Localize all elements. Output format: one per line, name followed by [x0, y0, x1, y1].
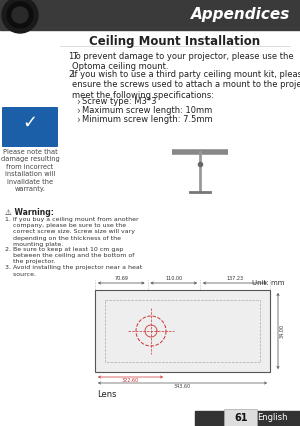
Text: ⚠ Warning:: ⚠ Warning: — [5, 208, 54, 217]
Text: 137.23: 137.23 — [226, 276, 244, 282]
Text: 1.: 1. — [68, 52, 76, 61]
Text: If you wish to use a third party ceiling mount kit, please
ensure the screws use: If you wish to use a third party ceiling… — [72, 70, 300, 100]
FancyBboxPatch shape — [2, 107, 58, 147]
Text: To prevent damage to your projector, please use the
Optoma ceiling mount.: To prevent damage to your projector, ple… — [72, 52, 294, 72]
Text: ›: › — [76, 115, 80, 125]
Text: 322.60: 322.60 — [122, 378, 139, 383]
Text: Appendices: Appendices — [190, 8, 290, 23]
Text: 1. If you buy a ceiling mount from another
    company, please be sure to use th: 1. If you buy a ceiling mount from anoth… — [5, 217, 139, 247]
Bar — [95, 290, 270, 372]
Text: Please note that
damage resulting
from incorrect
installation will
invalidate th: Please note that damage resulting from i… — [1, 149, 59, 193]
Text: 343.60: 343.60 — [174, 385, 191, 389]
Text: Lens: Lens — [97, 390, 116, 399]
Text: 34.00: 34.00 — [280, 324, 285, 338]
Text: 3. Avoid installing the projector near a heat
    source.: 3. Avoid installing the projector near a… — [5, 265, 142, 276]
Text: ›: › — [76, 106, 80, 116]
Bar — [105, 300, 260, 362]
Text: 2. Be sure to keep at least 10 cm gap
    between the ceiling and the bottom of
: 2. Be sure to keep at least 10 cm gap be… — [5, 247, 134, 265]
Text: Ceiling Mount Installation: Ceiling Mount Installation — [89, 35, 261, 48]
Circle shape — [7, 2, 33, 28]
Bar — [0, 0, 300, 30]
Text: 2.: 2. — [68, 70, 76, 79]
Bar — [195, 411, 300, 426]
Text: English: English — [257, 414, 287, 423]
Text: Screw type: M3*3: Screw type: M3*3 — [82, 97, 157, 106]
Circle shape — [12, 7, 28, 23]
Text: 110.00: 110.00 — [165, 276, 182, 282]
Circle shape — [2, 0, 38, 33]
Text: Unit: mm: Unit: mm — [253, 280, 285, 286]
Text: ›: › — [76, 97, 80, 107]
FancyBboxPatch shape — [224, 409, 257, 426]
Text: 70.69: 70.69 — [114, 276, 128, 282]
Text: Minimum screw length: 7.5mm: Minimum screw length: 7.5mm — [82, 115, 213, 124]
Text: 61: 61 — [234, 413, 248, 423]
Text: ✓: ✓ — [22, 114, 38, 132]
Text: Maximum screw length: 10mm: Maximum screw length: 10mm — [82, 106, 212, 115]
